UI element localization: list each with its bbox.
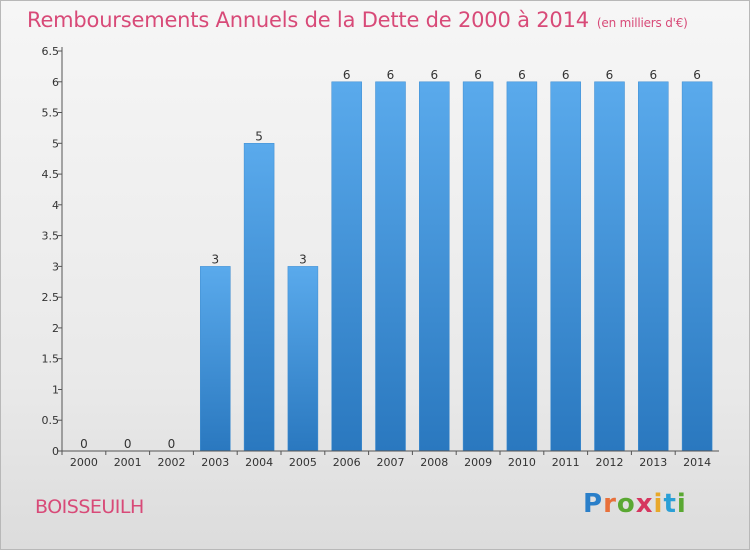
bar-2005 <box>287 266 319 452</box>
proxiti-logo: Proxiti <box>583 489 687 519</box>
y-tick-label-0: 0 <box>52 445 59 458</box>
bar-2008 <box>419 81 450 452</box>
data-label-2014: 6 <box>693 68 701 82</box>
y-tick-label-4.5: 4.5 <box>42 168 60 181</box>
x-tick-label-2002: 2002 <box>158 456 186 469</box>
x-tick-label-2013: 2013 <box>639 456 667 469</box>
y-tick-label-1.5: 1.5 <box>42 353 60 366</box>
data-label-2011: 6 <box>562 68 570 82</box>
bar-2013 <box>638 81 669 452</box>
bar-2004 <box>243 143 275 452</box>
logo-letter: r <box>603 489 617 519</box>
data-label-2004: 5 <box>255 129 263 143</box>
y-tick-label-6.5: 6.5 <box>42 45 60 58</box>
x-tick-label-2001: 2001 <box>114 456 142 469</box>
x-tick-label-2014: 2014 <box>683 456 711 469</box>
y-tick-label-3: 3 <box>52 260 59 273</box>
y-tick-label-3.5: 3.5 <box>42 230 60 243</box>
x-tick-label-2000: 2000 <box>70 456 98 469</box>
bars-layer: 0 0 0 3 5 3 6 6 6 6 6 6 6 6 6 <box>80 68 713 452</box>
y-tick-label-0.5: 0.5 <box>42 414 60 427</box>
logo-letter: i <box>653 489 664 519</box>
chart-title: Remboursements Annuels de la Dette de 20… <box>27 8 688 32</box>
x-tick-label-2007: 2007 <box>377 456 405 469</box>
bar-2003 <box>200 266 231 452</box>
y-tick-label-5.5: 5.5 <box>42 107 60 120</box>
data-label-2001: 0 <box>124 437 132 451</box>
data-label-2006: 6 <box>343 68 351 82</box>
y-tick-label-1: 1 <box>52 384 59 397</box>
bar-2014 <box>681 81 713 452</box>
x-tick-label-2009: 2009 <box>464 456 492 469</box>
data-label-2002: 0 <box>168 437 176 451</box>
x-tick-label-2008: 2008 <box>420 456 448 469</box>
data-label-2010: 6 <box>518 68 526 82</box>
x-tick-label-2004: 2004 <box>245 456 273 469</box>
data-label-2008: 6 <box>430 68 438 82</box>
data-label-2003: 3 <box>211 252 219 266</box>
y-tick-label-4: 4 <box>52 199 59 212</box>
x-tick-label-2011: 2011 <box>552 456 580 469</box>
x-tick-label-2005: 2005 <box>289 456 317 469</box>
bar-2010 <box>506 81 538 452</box>
bar-2012 <box>594 81 625 452</box>
bar-2006 <box>331 81 362 452</box>
bar-2009 <box>462 81 494 452</box>
x-tick-label-2003: 2003 <box>201 456 229 469</box>
chart-title-text: Remboursements Annuels de la Dette de 20… <box>27 8 589 32</box>
y-tick-label-5: 5 <box>52 137 59 150</box>
y-tick-label-2.5: 2.5 <box>42 291 60 304</box>
x-tick-label-2010: 2010 <box>508 456 536 469</box>
axis-layer: 2000 2001 2002 2003 2004 2005 2006 2007 2008 2009… <box>42 45 719 469</box>
data-label-2000: 0 <box>80 437 88 451</box>
data-label-2007: 6 <box>387 68 395 82</box>
logo-letter: P <box>583 489 604 519</box>
commune-name: BOISSEUILH <box>35 496 144 518</box>
data-label-2012: 6 <box>606 68 614 82</box>
bar-2007 <box>375 81 406 452</box>
chart-unit: (en milliers d'€) <box>596 16 688 30</box>
y-tick-label-6: 6 <box>52 76 59 89</box>
x-tick-label-2012: 2012 <box>596 456 624 469</box>
logo-letter: x <box>635 489 654 519</box>
y-tick-label-2: 2 <box>52 322 59 335</box>
logo-letter: i <box>676 489 687 519</box>
bar-2011 <box>550 81 581 452</box>
data-label-2005: 3 <box>299 252 307 266</box>
logo-letter: t <box>663 489 677 519</box>
data-label-2013: 6 <box>649 68 657 82</box>
logo-letter: o <box>616 489 636 519</box>
data-label-2009: 6 <box>474 68 482 82</box>
x-tick-label-2006: 2006 <box>333 456 361 469</box>
